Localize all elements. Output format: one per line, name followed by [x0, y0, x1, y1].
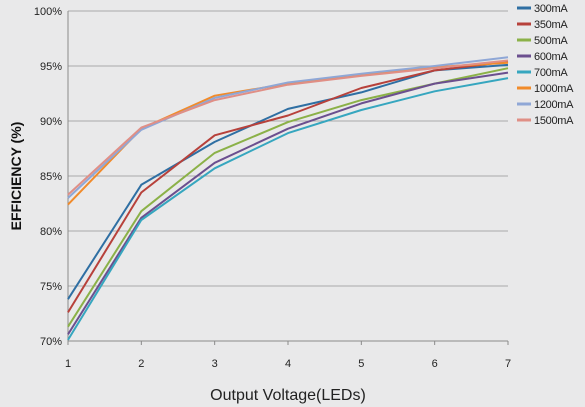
x-axis-label: Output Voltage(LEDs) [210, 387, 366, 404]
series-line-1200ma [67, 56, 509, 199]
y-tick-label: 75% [40, 281, 62, 293]
x-tick-label: 6 [432, 358, 438, 370]
legend-label-600ma: 600mA [534, 51, 568, 63]
y-tick-label: 100% [34, 6, 62, 18]
series-line-350ma [67, 60, 509, 313]
legend-label-700ma: 700mA [534, 67, 568, 79]
legend-label-500ma: 500mA [534, 35, 568, 47]
legend-label-1500ma: 1500mA [534, 115, 574, 127]
x-tick-label: 5 [358, 358, 364, 370]
y-tick-label: 85% [40, 171, 62, 183]
series-line-700ma [67, 77, 509, 341]
legend-label-1000ma: 1000mA [534, 83, 574, 95]
y-tick-label: 70% [40, 336, 62, 348]
legend-label-300ma: 300mA [534, 3, 568, 15]
y-tick-label: 80% [40, 226, 62, 238]
legend-label-350ma: 350mA [534, 19, 568, 31]
x-tick-label: 4 [285, 358, 291, 370]
series-line-300ma [67, 63, 509, 300]
legend-label-1200ma: 1200mA [534, 99, 574, 111]
x-tick-label: 7 [505, 358, 511, 370]
series-line-600ma [67, 71, 509, 335]
x-tick-label: 2 [138, 358, 144, 370]
x-tick-label: 1 [65, 358, 71, 370]
y-axis-label: EFFICIENCY (%) [8, 122, 24, 231]
series-line-1500ma [67, 59, 509, 196]
y-tick-label: 90% [40, 116, 62, 128]
x-tick-label: 3 [212, 358, 218, 370]
y-tick-label: 95% [40, 61, 62, 73]
